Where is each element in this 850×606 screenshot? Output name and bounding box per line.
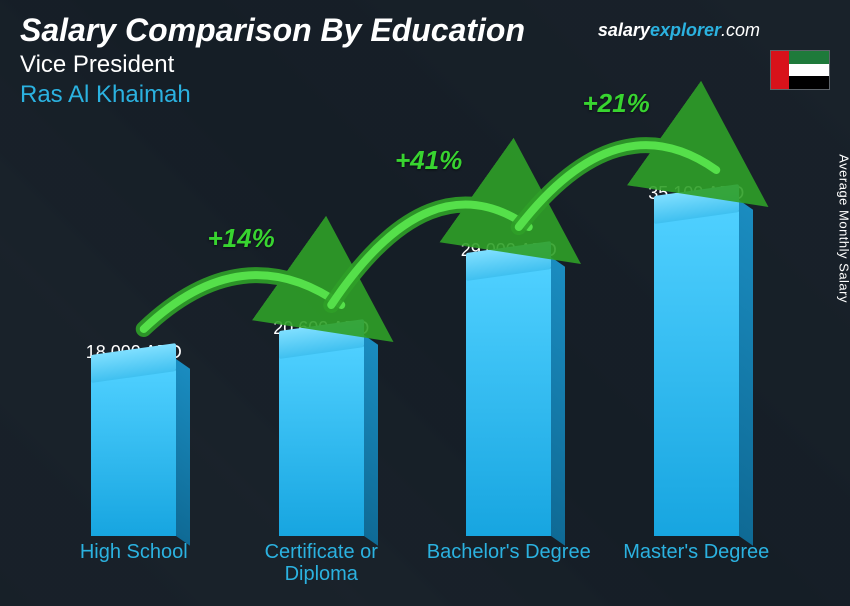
x-axis-label: High School (51, 541, 216, 596)
watermark: salaryexplorer.com (598, 20, 760, 41)
watermark-part1: salary (598, 20, 650, 40)
x-axis-label: Bachelor's Degree (426, 541, 591, 596)
increment-label: +14% (208, 223, 275, 254)
increment-label: +21% (583, 88, 650, 119)
x-axis-label: Master's Degree (614, 541, 779, 596)
chart-area: 18,000 AED20,600 AED29,000 AED35,100 AED… (40, 130, 790, 536)
watermark-part2: explorer (650, 20, 721, 40)
increment-arcs (40, 70, 790, 536)
watermark-part3: .com (721, 20, 760, 40)
increment-label: +41% (395, 145, 462, 176)
x-axis-label: Certificate or Diploma (239, 541, 404, 596)
y-axis-label: Average Monthly Salary (837, 154, 850, 303)
x-axis-labels: High School Certificate or Diploma Bachelo… (40, 541, 790, 596)
